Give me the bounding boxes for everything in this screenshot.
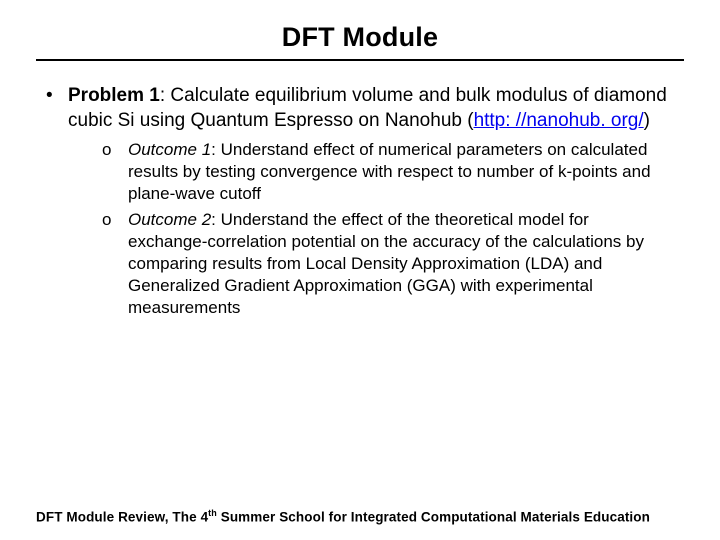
footer-text: DFT Module Review, The 4th Summer School…: [36, 508, 684, 525]
outcome-label: Outcome 2: [128, 210, 211, 229]
outcome-label: Outcome 1: [128, 140, 211, 159]
bullet-lvl2-icon: o: [102, 209, 128, 319]
footer-suffix: Summer School for Integrated Computation…: [217, 509, 650, 524]
title-divider: [36, 59, 684, 61]
problem-text: Problem 1: Calculate equilibrium volume …: [68, 83, 674, 133]
slide-title: DFT Module: [36, 22, 684, 53]
bullet-lvl1-icon: •: [40, 83, 68, 133]
problem-body-after-link: ): [644, 110, 650, 131]
outcome-text: Outcome 1: Understand effect of numerica…: [128, 139, 674, 205]
footer-sup: th: [208, 508, 217, 518]
problem-item: • Problem 1: Calculate equilibrium volum…: [40, 83, 674, 133]
problem-label: Problem 1: [68, 85, 160, 106]
content-area: • Problem 1: Calculate equilibrium volum…: [36, 83, 684, 319]
outcome-item: o Outcome 2: Understand the effect of th…: [102, 209, 674, 319]
outcome-text: Outcome 2: Understand the effect of the …: [128, 209, 674, 319]
nanohub-link[interactable]: http: //nanohub. org/: [474, 110, 644, 131]
bullet-lvl2-icon: o: [102, 139, 128, 205]
outcome-item: o Outcome 1: Understand effect of numeri…: [102, 139, 674, 205]
slide: DFT Module • Problem 1: Calculate equili…: [0, 0, 720, 540]
footer-prefix: DFT Module Review, The 4: [36, 509, 208, 524]
